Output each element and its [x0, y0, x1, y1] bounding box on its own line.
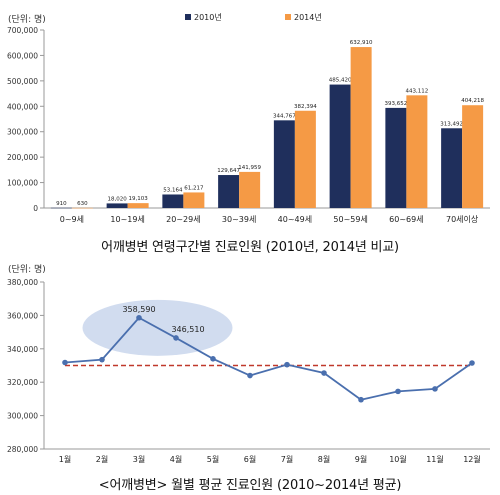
bar-mark	[350, 47, 372, 208]
line-y-tick-label: 320,000	[7, 378, 38, 387]
bar-x-tick-label: 50~59세	[333, 215, 367, 224]
line-x-tick-label: 7월	[281, 454, 293, 464]
line-x-tick-label: 9월	[355, 454, 367, 464]
line-point	[469, 360, 475, 366]
line-y-tick-label: 300,000	[7, 412, 38, 421]
line-point-label: 346,510	[171, 325, 204, 334]
line-point	[321, 370, 327, 376]
line-point	[173, 335, 179, 341]
line-y-tick-label: 340,000	[7, 345, 38, 354]
bar-mark	[218, 175, 240, 208]
bar-mark	[406, 95, 428, 208]
bar-data-label: 344,767	[273, 113, 296, 119]
bar-data-label: 910	[56, 201, 67, 207]
bar-x-tick-label: 70세이상	[446, 214, 479, 224]
bar-mark	[127, 203, 149, 208]
bar-mark	[50, 207, 72, 209]
bar-x-tick-label: 40~49세	[278, 215, 312, 224]
line-point	[210, 356, 216, 362]
bar-x-tick-label: 10~19세	[110, 215, 144, 224]
line-x-tick-label: 12월	[463, 454, 481, 464]
bar-y-tick-label: 0	[33, 204, 38, 213]
line-point-label: 358,590	[122, 305, 155, 314]
line-x-tick-label: 5월	[207, 454, 219, 464]
bar-data-label: 18,020	[108, 196, 128, 202]
line-x-tick-label: 10월	[389, 454, 407, 464]
bar-data-label: 404,218	[461, 98, 484, 104]
bar-y-tick-label: 300,000	[7, 128, 38, 137]
bar-x-tick-label: 30~39세	[222, 215, 256, 224]
bar-chart-caption: 어깨병변 연령구간별 진료인원 (2010년, 2014년 비교)	[101, 240, 399, 255]
line-point	[284, 361, 290, 368]
line-point	[136, 314, 142, 321]
bar-mark	[441, 128, 463, 208]
line-point	[358, 396, 364, 403]
bar-legend-swatch-0	[185, 14, 191, 20]
line-point	[395, 388, 401, 395]
bar-data-label: 443,112	[406, 88, 429, 94]
bar-data-label: 632,910	[350, 40, 373, 46]
line-x-tick-label: 1월	[59, 454, 71, 464]
bar-data-label: 485,420	[329, 78, 352, 84]
bar-legend-swatch-1	[285, 14, 291, 20]
bar-x-tick-label: 20~29세	[166, 215, 200, 224]
bar-x-tick-label: 60~69세	[389, 215, 423, 224]
bar-y-tick-label: 200,000	[7, 153, 38, 162]
bar-mark	[162, 194, 184, 208]
line-x-tick-label: 3월	[133, 454, 145, 464]
line-y-tick-label: 280,000	[7, 445, 38, 454]
bar-data-label: 129,647	[217, 168, 240, 174]
bar-y-tick-label: 500,000	[7, 77, 38, 86]
bar-y-tick-label: 100,000	[7, 179, 38, 188]
bar-y-tick-label: 400,000	[7, 102, 38, 111]
bar-legend-label-0: 2010년	[194, 12, 222, 22]
bar-data-label: 19,103	[129, 196, 149, 202]
bar-mark	[71, 207, 93, 209]
line-x-tick-label: 8월	[318, 454, 330, 464]
bar-mark	[183, 192, 205, 208]
bar-unit-label: (단위: 명)	[8, 14, 46, 25]
bar-y-tick-label: 600,000	[7, 51, 38, 60]
line-x-tick-label: 4월	[170, 454, 182, 464]
bar-chart: (단위: 명) 0 100,000 200,000 300,000 400,000 500,…	[7, 12, 490, 224]
line-y-tick-label: 380,000	[7, 278, 38, 287]
bar-mark	[329, 84, 351, 208]
line-y-tick-label: 360,000	[7, 311, 38, 320]
bar-mark	[106, 203, 128, 208]
line-chart: (단위: 명) 280,000 300,000 320,000 340,000 360,0…	[7, 264, 490, 464]
line-series	[64, 316, 473, 401]
bar-mark	[273, 120, 295, 208]
bar-data-label: 53,164	[163, 187, 183, 193]
line-point	[62, 359, 68, 366]
line-x-tick-label: 6월	[244, 454, 256, 464]
bar-y-tick-label: 700,000	[7, 26, 38, 35]
line-chart-caption: <어깨병변> 월별 평균 진료인원 (2010~2014년 평균)	[98, 478, 402, 493]
line-point	[99, 356, 105, 363]
bar-data-label: 382,394	[294, 104, 317, 110]
bar-mark	[239, 171, 261, 208]
line-x-tick-label: 11월	[426, 454, 444, 464]
bar-mark	[294, 110, 316, 208]
bar-data-label: 393,652	[385, 101, 408, 107]
bar-data-label: 313,492	[440, 121, 463, 127]
line-unit-label: (단위: 명)	[8, 264, 46, 275]
bar-data-label: 61,217	[184, 185, 204, 191]
bar-mark	[385, 107, 407, 208]
bar-data-label: 141,959	[238, 165, 261, 171]
bar-mark	[462, 105, 484, 208]
line-point	[247, 372, 253, 379]
line-point	[432, 386, 438, 392]
bar-data-label: 630	[77, 201, 88, 207]
line-x-tick-label: 2월	[96, 454, 108, 464]
bar-legend-label-1: 2014년	[294, 12, 322, 22]
bar-x-tick-label: 0~9세	[60, 215, 84, 224]
